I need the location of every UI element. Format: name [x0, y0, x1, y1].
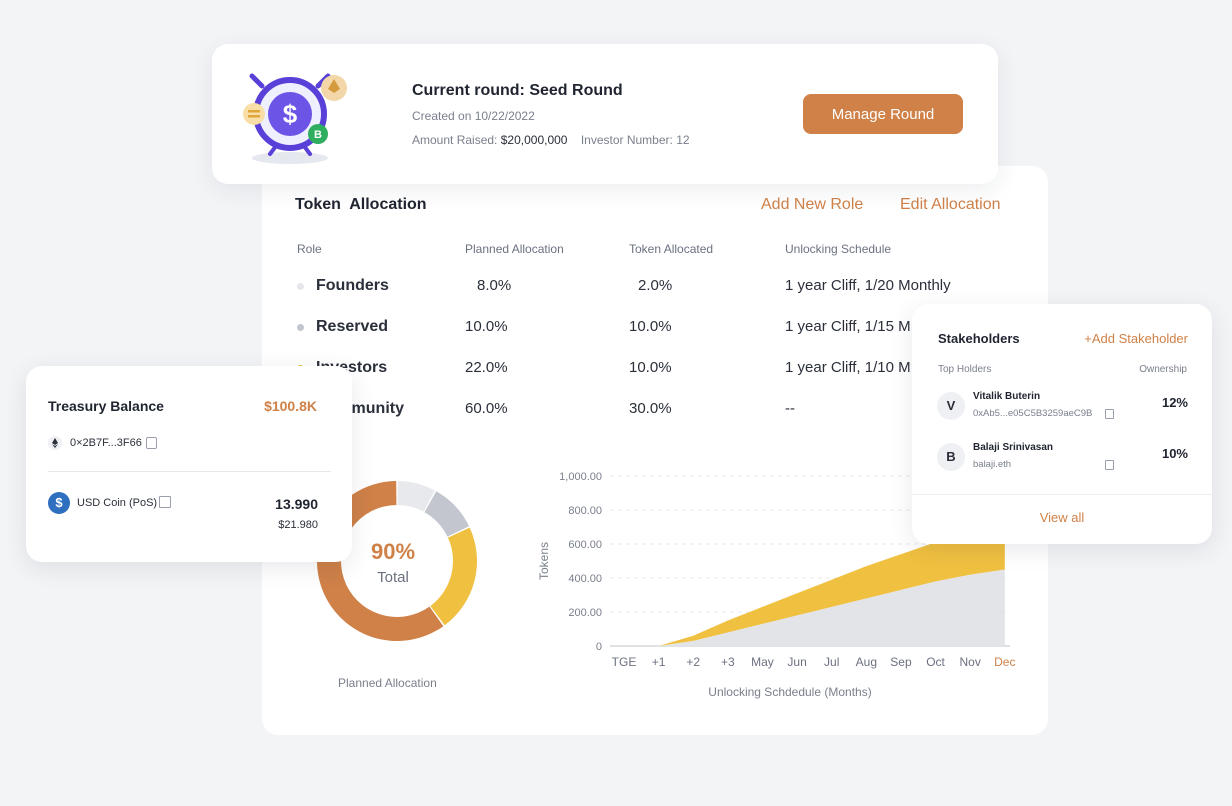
holder-name: Vitalik Buterin	[973, 391, 1041, 402]
divider	[912, 494, 1212, 495]
divider	[48, 471, 331, 472]
donut-segment-investors	[430, 527, 478, 626]
holder-ownership: 10%	[1161, 446, 1188, 461]
x-tick-label: +2	[686, 655, 700, 669]
header-planned-allocation: Planned Allocation	[465, 242, 564, 256]
role-color-dot	[297, 283, 304, 290]
svg-text:$: $	[283, 99, 298, 129]
token-allocated: 2.0%	[638, 277, 673, 294]
holder-address: 0xAb5...e05C5B3259aeC9B	[973, 408, 1093, 419]
holder-address: balaji.eth	[973, 459, 1012, 470]
unlocking-schedule: --	[785, 400, 795, 417]
y-tick-label: 200.00	[568, 607, 602, 619]
unlocking-schedule: 1 year Cliff, 1/20 Monthly	[785, 277, 951, 294]
x-tick-label: Aug	[856, 655, 877, 669]
treasury-total: $100.8K	[264, 398, 317, 414]
header-token-allocated: Token Allocated	[629, 242, 714, 256]
x-tick-label: +3	[721, 655, 735, 669]
treasury-title: Treasury Balance	[48, 398, 164, 414]
y-tick-label: 0	[596, 641, 602, 653]
y-tick-label: 1,000.00	[559, 471, 602, 483]
donut-caption: Planned Allocation	[338, 676, 437, 690]
unlocking-schedule: 1 year Cliff, 1/15 M	[785, 318, 911, 335]
holder-ownership: 12%	[1161, 395, 1188, 410]
coin-name: USD Coin (PoS)	[77, 497, 158, 509]
current-round-card: Current round: Seed Round Created on 10/…	[212, 44, 998, 184]
avatar: B	[937, 443, 965, 471]
view-all-link[interactable]: View all	[1039, 510, 1085, 525]
holder-name: Balaji Srinivasan	[973, 442, 1054, 453]
unlocking-schedule: 1 year Cliff, 1/10 M	[785, 359, 911, 376]
amount-raised-label: Amount Raised:	[412, 133, 498, 147]
svg-text:B: B	[314, 129, 322, 141]
ownership-header: Ownership	[1139, 364, 1187, 375]
role-name: Reserved	[316, 318, 389, 335]
round-title: Current round: Seed Round	[412, 82, 623, 99]
copy-icon[interactable]	[1105, 460, 1114, 470]
top-holders-header: Top Holders	[938, 364, 992, 375]
x-axis-label: Unlocking Schdedule (Months)	[708, 685, 871, 699]
treasury-balance-card: Treasury Balance $100.8K 0×2B7F...3F66 $…	[26, 366, 352, 562]
round-created-date: Created on 10/22/2022	[412, 109, 535, 123]
alarm-clock-illustration: $ B	[243, 73, 347, 164]
external-link-icon[interactable]	[159, 496, 171, 508]
x-tick-label: +1	[652, 655, 666, 669]
planned-allocation: 8.0%	[477, 277, 512, 294]
donut-center-label: Total	[377, 569, 409, 586]
donut-segment-reserved	[424, 491, 470, 537]
planned-allocation: 60.0%	[465, 400, 508, 417]
investor-number-label: Investor Number:	[580, 133, 673, 147]
area-series-gray	[658, 569, 1005, 646]
allocation-row: Founders 8.0% 2.0% 1 year Cliff, 1/20 Mo…	[262, 271, 1048, 301]
amount-raised-value: $20,000,000	[500, 133, 568, 147]
avatar: V	[937, 392, 965, 420]
token-allocated: 10.0%	[629, 359, 672, 376]
treasury-address: 0×2B7F...3F66	[70, 437, 142, 449]
add-new-role-link[interactable]: Add New Role	[761, 196, 864, 213]
y-tick-label: 800.00	[568, 505, 602, 517]
token-allocated: 10.0%	[629, 318, 672, 335]
role-name: Founders	[316, 277, 389, 294]
ethereum-icon	[48, 436, 62, 450]
header-role: Role	[297, 242, 322, 256]
usdc-icon: $	[48, 492, 70, 514]
token-allocation-title: Token Allocation	[295, 196, 427, 213]
planned-allocation: 10.0%	[465, 318, 508, 335]
coin-value: $21.980	[278, 519, 318, 531]
copy-icon[interactable]	[146, 437, 157, 449]
round-meta: Amount Raised: $20,000,000 Investor Numb…	[412, 133, 690, 147]
x-tick-label: TGE	[612, 655, 637, 669]
x-tick-label: Jul	[824, 655, 839, 669]
role-color-dot	[297, 324, 304, 331]
edit-allocation-link[interactable]: Edit Allocation	[900, 196, 1001, 213]
y-axis-label: Tokens	[537, 542, 551, 580]
stakeholders-title: Stakeholders	[938, 331, 1020, 346]
x-tick-label: Dec	[994, 655, 1015, 669]
stakeholders-card: Stakeholders +Add Stakeholder Top Holder…	[912, 304, 1212, 544]
coin-amount: 13.990	[275, 496, 318, 512]
x-tick-label: Jun	[787, 655, 806, 669]
y-tick-label: 400.00	[568, 573, 602, 585]
x-tick-label: Nov	[960, 655, 981, 669]
x-tick-label: May	[751, 655, 774, 669]
x-tick-label: Oct	[926, 655, 945, 669]
allocation-row: Reserved 10.0% 10.0% 1 year Cliff, 1/15 …	[262, 312, 1048, 342]
header-unlocking-schedule: Unlocking Schedule	[785, 242, 892, 256]
area-series-yellow	[658, 530, 1005, 646]
manage-round-button[interactable]: Manage Round	[803, 94, 963, 134]
unlocking-schedule-chart: 0 200.00 400.00 600.00 800.00 1,000.00 TGE +1 +2…	[537, 471, 1015, 699]
x-tick-label: Sep	[890, 655, 912, 669]
copy-icon[interactable]	[1105, 409, 1114, 419]
donut-segment-founders	[397, 481, 435, 512]
token-allocated: 30.0%	[629, 400, 672, 417]
add-stakeholder-link[interactable]: +Add Stakeholder	[1084, 331, 1188, 346]
investor-number-value: 12	[676, 133, 690, 147]
planned-allocation: 22.0%	[465, 359, 508, 376]
donut-center-value: 90%	[371, 539, 415, 564]
y-tick-label: 600.00	[568, 539, 602, 551]
